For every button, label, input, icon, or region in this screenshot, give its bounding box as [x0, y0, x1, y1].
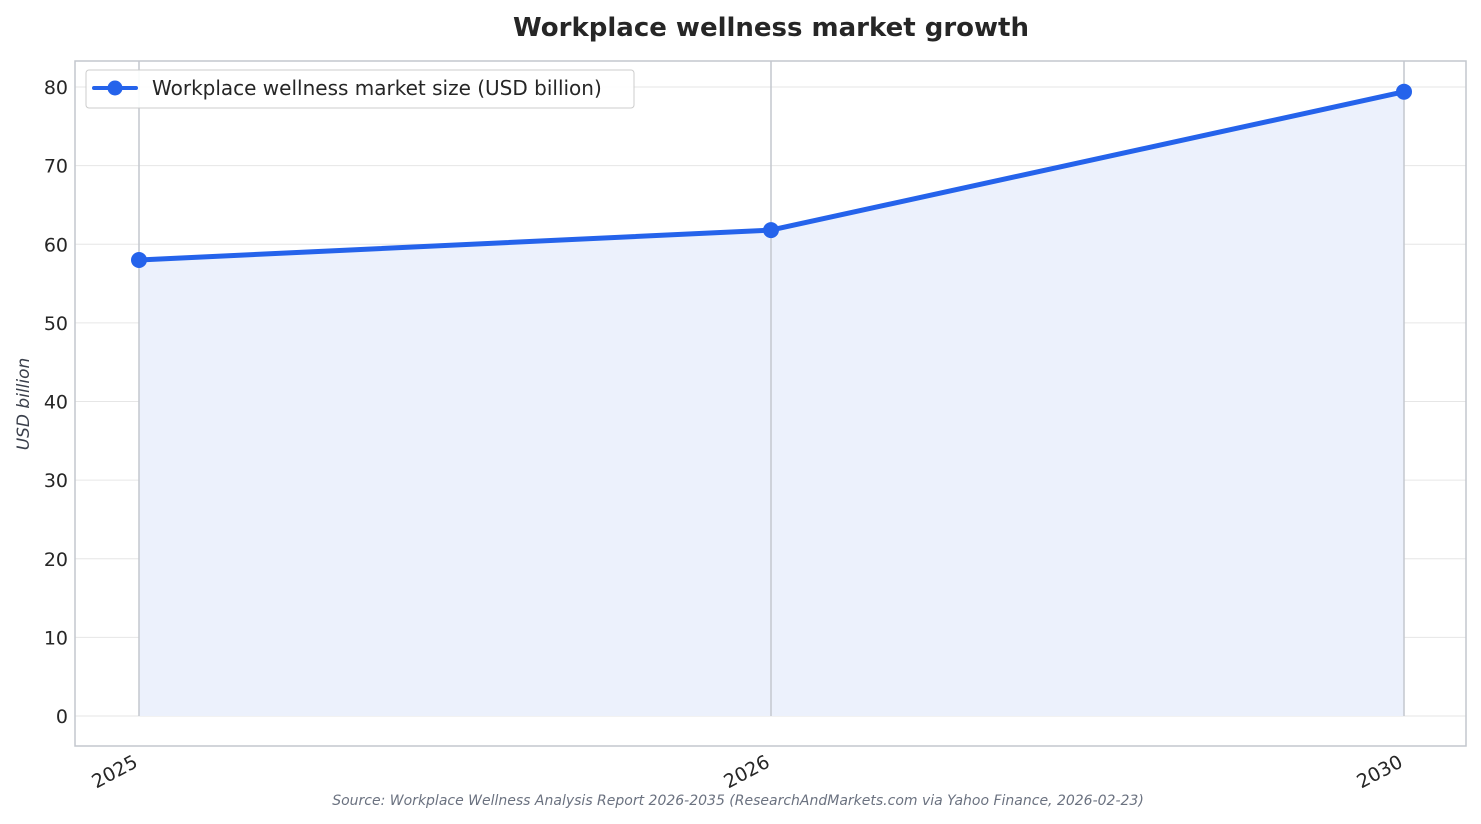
data-points	[131, 83, 1412, 268]
x-tick-labels: 2025 2026 2030	[88, 751, 1406, 793]
plot-frame	[74, 60, 1467, 747]
x-tick-label: 2030	[1353, 751, 1406, 793]
x-tick-label: 2025	[88, 751, 141, 793]
legend-marker-swatch	[107, 80, 123, 96]
y-tick-label: 80	[44, 77, 68, 99]
y-tick-label: 70	[44, 156, 68, 178]
source-note: Source: Workplace Wellness Analysis Repo…	[332, 793, 1144, 809]
y-tick-label: 10	[44, 627, 68, 649]
category-lines	[138, 61, 1405, 716]
legend: Workplace wellness market size (USD bill…	[85, 69, 635, 109]
y-tick-labels: 0 10 20 30 40 50 60 70 80	[44, 77, 68, 728]
y-axis-label: USD billion	[14, 358, 34, 451]
y-tick-label: 30	[44, 470, 68, 492]
y-tick-label: 50	[44, 313, 68, 335]
x-tick-label: 2026	[720, 751, 773, 793]
legend-label: Workplace wellness market size (USD bill…	[152, 76, 602, 100]
y-tick-label: 20	[44, 549, 68, 571]
data-point	[763, 222, 779, 239]
y-tick-label: 40	[44, 392, 68, 414]
chart-title: Workplace wellness market growth	[513, 13, 1029, 43]
legend-box	[85, 69, 635, 109]
data-point	[1396, 83, 1412, 100]
y-tick-label: 0	[56, 706, 68, 728]
y-tick-label: 60	[44, 234, 68, 256]
data-point	[131, 251, 147, 268]
